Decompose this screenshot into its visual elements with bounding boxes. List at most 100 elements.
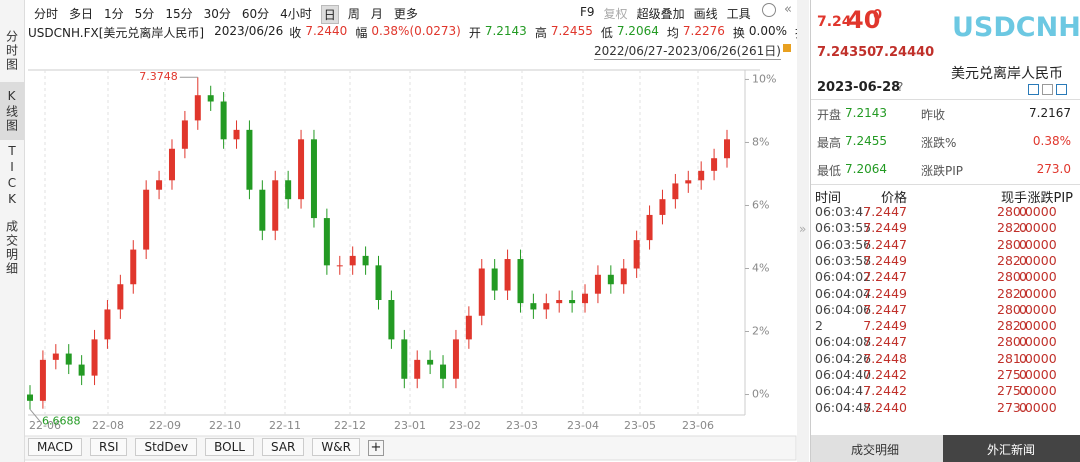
candle-body <box>130 249 137 285</box>
period-tab[interactable]: 月 <box>370 7 383 21</box>
tick-cell: 7.2449 <box>863 318 907 334</box>
panel-icon[interactable] <box>1042 84 1053 95</box>
tick-cell: 0 <box>1019 350 1027 366</box>
tick-cell: 0 <box>1019 301 1027 317</box>
period-tab[interactable]: 日 <box>320 5 339 24</box>
tick-header: 涨跌PIP <box>1027 191 1073 206</box>
period-tab[interactable]: 周 <box>347 7 360 21</box>
tick-cell: 2 <box>815 318 823 334</box>
min-label: 6.6688 <box>42 414 81 427</box>
candle-body <box>594 274 601 294</box>
candle-body <box>310 139 317 219</box>
tick-header: 价格 <box>880 191 907 206</box>
period-tab[interactable]: 5分 <box>134 7 155 21</box>
tool-button[interactable]: F9 <box>580 5 595 19</box>
tick-cell: 06:04:40 <box>815 367 872 382</box>
period-tab[interactable]: 30分 <box>203 7 231 21</box>
candle-body <box>375 265 382 300</box>
indicator-tab[interactable]: W&R <box>312 438 360 456</box>
quote-panel: 7.24 40 0 7.24350 7.24440 USDCNH 美元兑离岸人民币 2023-… <box>810 0 1080 462</box>
help-icon[interactable]: ? <box>897 80 904 94</box>
candle-body <box>478 268 485 316</box>
tick-cell: 273.0000 <box>997 399 1057 415</box>
tick-cell: 0 <box>1019 252 1027 268</box>
tick-cell: 280.0000 <box>997 204 1057 219</box>
divider <box>811 184 1080 185</box>
x-tick-label: 22-06 <box>29 419 61 432</box>
tool-button[interactable]: 复权 <box>603 7 628 21</box>
tick-cell: 0 <box>1019 399 1027 415</box>
tool-button[interactable]: 画线 <box>693 7 718 21</box>
candle-body <box>233 129 240 140</box>
candle-body <box>582 293 589 304</box>
candle-body <box>427 359 434 365</box>
indicator-tab[interactable]: MACD <box>28 438 82 456</box>
candle-body <box>91 339 98 376</box>
indicator-tab[interactable]: SAR <box>262 438 305 456</box>
chart: 0% 2% 4% 6% 8% 10% 22-06 22-08 22-09 22-10 22-11 22… <box>23 69 797 461</box>
candle-body <box>285 180 292 200</box>
min-pointer <box>29 409 41 422</box>
indicator-tab[interactable]: StdDev <box>135 438 198 456</box>
period-tab[interactable]: 15分 <box>165 7 193 21</box>
field-label: 收 <box>289 26 302 40</box>
panel-icon[interactable] <box>1056 84 1067 95</box>
field-label: 高 <box>534 26 547 40</box>
x-tick-label: 23-03 <box>506 419 538 432</box>
indicator-tab[interactable]: RSI <box>89 438 128 456</box>
tick-cell: 7.2442 <box>863 367 907 382</box>
side-tab[interactable]: 成交明细 <box>4 220 19 276</box>
ask: 7.24440 <box>875 45 935 60</box>
x-tick-label: 22-11 <box>269 419 301 432</box>
candle-body <box>27 394 33 401</box>
period-tab[interactable]: 1分 <box>104 7 124 21</box>
tick-cell: 0 <box>1019 318 1027 334</box>
field-value: 7.2455 <box>550 24 593 38</box>
field-value: 7.2143 <box>484 24 527 38</box>
candle-body <box>607 274 614 285</box>
candle-body <box>336 265 343 267</box>
side-tab[interactable]: TICK <box>5 144 19 208</box>
tick-cell: 7.2449 <box>863 285 907 301</box>
tick-cell: 280.0000 <box>997 334 1057 350</box>
tick-cell: 275.0000 <box>997 367 1057 382</box>
y-tick-label: 0% <box>752 388 769 401</box>
x-tick-label: 23-01 <box>394 419 426 432</box>
indicator-tab[interactable]: BOLL <box>205 438 254 456</box>
x-tick-label: 23-06 <box>682 419 714 432</box>
tool-button[interactable]: 超级叠加 <box>636 7 685 21</box>
side-tab[interactable]: 分时图 <box>4 30 19 72</box>
last-price-a: 7.24 <box>817 14 852 30</box>
panel-tab[interactable]: 外汇新闻 <box>987 443 1036 457</box>
tick-cell: 280.0000 <box>997 269 1057 285</box>
stat-value: 7.2064 <box>845 162 887 176</box>
stat-label: 涨跌% <box>921 136 957 150</box>
period-tab[interactable]: 更多 <box>393 7 418 21</box>
panel-tab[interactable]: 成交明细 <box>851 443 900 457</box>
period-tab[interactable]: 分时 <box>34 7 59 21</box>
side-tab[interactable]: K线图 <box>0 82 24 140</box>
candle-body <box>491 268 498 291</box>
period-tab[interactable]: 4小时 <box>280 7 312 21</box>
tool-button[interactable]: 工具 <box>726 7 751 21</box>
field-label: 低 <box>600 26 613 40</box>
add-indicator[interactable]: + <box>367 440 384 456</box>
candle-body <box>569 300 576 304</box>
tick-cell: 06:04:47 <box>815 383 872 399</box>
x-tick-label: 23-02 <box>449 419 481 432</box>
period-tab[interactable]: 60分 <box>241 7 270 21</box>
stat-value: 273.0 <box>1036 162 1071 176</box>
panel-icon[interactable] <box>1028 84 1039 95</box>
stat-label: 最高 <box>817 136 842 150</box>
tick-cell: 06:04:08 <box>815 334 872 350</box>
tick-cell: 0 <box>1019 269 1027 285</box>
lock-icon <box>783 44 791 52</box>
candle-body <box>504 259 511 291</box>
candle-body <box>39 359 46 401</box>
tick-cell: 275.0000 <box>997 383 1057 399</box>
x-tick-label: 22-12 <box>334 419 366 432</box>
period-tab[interactable]: 多日 <box>69 7 94 21</box>
candle-body <box>465 315 472 340</box>
candle-body <box>517 259 524 304</box>
tick-cell: 0 <box>1019 334 1027 350</box>
